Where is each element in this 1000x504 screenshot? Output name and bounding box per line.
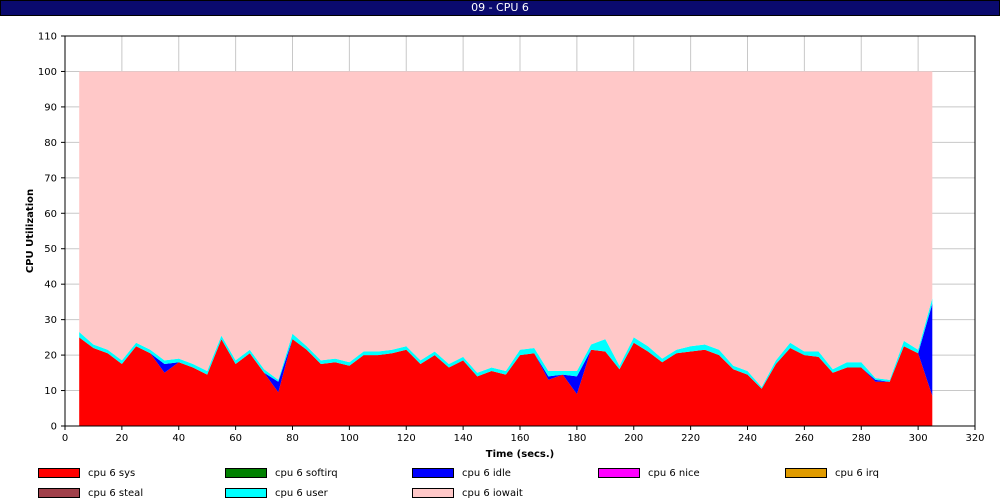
x-tick-label: 60 — [229, 433, 242, 444]
legend-swatch — [225, 468, 267, 478]
x-tick-label: 120 — [397, 433, 416, 444]
x-tick-label: 320 — [965, 433, 984, 444]
series-area-7 — [79, 71, 933, 387]
legend-swatch — [38, 468, 80, 478]
x-tick-label: 80 — [286, 433, 299, 444]
x-tick-label: 140 — [454, 433, 473, 444]
legend-item: cpu 6 user — [225, 486, 328, 500]
x-tick-label: 280 — [852, 433, 871, 444]
x-tick-label: 100 — [340, 433, 359, 444]
y-tick-label: 80 — [44, 138, 57, 149]
x-tick-label: 180 — [567, 433, 586, 444]
y-tick-label: 20 — [44, 351, 57, 362]
legend-label: cpu 6 nice — [648, 467, 700, 479]
legend-item: cpu 6 softirq — [225, 466, 338, 480]
x-tick-label: 200 — [624, 433, 643, 444]
chart-window-title: 09 - CPU 6 — [0, 0, 1000, 16]
legend-item: cpu 6 idle — [412, 466, 511, 480]
legend-label: cpu 6 iowait — [462, 487, 523, 499]
y-tick-label: 30 — [44, 315, 57, 326]
legend-item: cpu 6 irq — [785, 466, 879, 480]
series-area-0 — [79, 337, 933, 426]
legend-swatch — [412, 488, 454, 498]
legend-swatch — [225, 488, 267, 498]
y-axis-label: CPU Utilization — [25, 189, 36, 273]
y-tick-label: 90 — [44, 102, 57, 113]
x-tick-label: 220 — [681, 433, 700, 444]
legend-item: cpu 6 steal — [38, 486, 143, 500]
y-tick-label: 50 — [44, 244, 57, 255]
legend-item: cpu 6 iowait — [412, 486, 523, 500]
y-tick-label: 40 — [44, 280, 57, 291]
x-tick-label: 160 — [510, 433, 529, 444]
legend-label: cpu 6 idle — [462, 467, 511, 479]
legend-swatch — [598, 468, 640, 478]
legend-swatch — [38, 488, 80, 498]
y-tick-label: 100 — [38, 67, 57, 78]
x-axis-label: Time (secs.) — [486, 449, 555, 460]
x-tick-label: 240 — [738, 433, 757, 444]
y-tick-label: 0 — [51, 422, 57, 433]
legend-label: cpu 6 user — [275, 487, 328, 499]
legend-label: cpu 6 steal — [88, 487, 144, 499]
legend-item: cpu 6 sys — [38, 466, 135, 480]
legend-swatch — [785, 468, 827, 478]
y-tick-label: 70 — [44, 173, 57, 184]
cpu-utilization-chart: 0 20 40 60 80 100 120 140 160 180 200 220 240 260 280 3… — [25, 32, 985, 461]
x-tick-label: 0 — [62, 433, 68, 444]
x-tick-label: 300 — [909, 433, 928, 444]
x-tick-label: 20 — [116, 433, 129, 444]
legend-label: cpu 6 sys — [88, 467, 136, 479]
y-tick-label: 60 — [44, 209, 57, 220]
legend-label: cpu 6 softirq — [275, 467, 338, 479]
y-tick-label: 110 — [38, 32, 57, 43]
x-tick-label: 40 — [172, 433, 185, 444]
legend-item: cpu 6 nice — [598, 466, 700, 480]
legend-swatch — [412, 468, 454, 478]
y-tick-label: 10 — [44, 386, 57, 397]
legend-label: cpu 6 irq — [835, 467, 879, 479]
x-tick-label: 260 — [795, 433, 814, 444]
